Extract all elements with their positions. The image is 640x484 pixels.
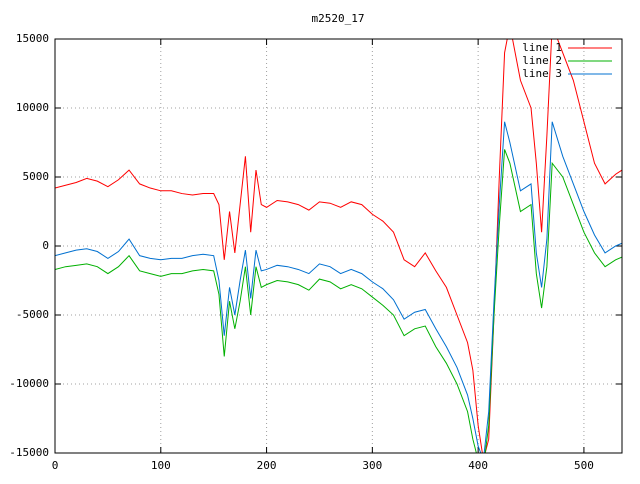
x-tick-label: 100 [151, 459, 171, 472]
x-tick-label: 400 [468, 459, 488, 472]
x-tick-label: 300 [362, 459, 382, 472]
series-line [55, 39, 622, 453]
series-line [55, 149, 622, 453]
y-tick-label: 5000 [23, 170, 50, 183]
x-tick-label: 0 [52, 459, 59, 472]
legend-label: line 1 [522, 41, 562, 54]
y-tick-label: -5000 [16, 308, 49, 321]
plot-lines [55, 39, 622, 453]
y-tick-label: -15000 [9, 446, 49, 459]
plot-frame [54, 38, 623, 454]
y-tick-label: 15000 [16, 32, 49, 45]
y-tick-label: 10000 [16, 101, 49, 114]
legend-label: line 3 [522, 67, 562, 80]
series-line [55, 121, 622, 453]
y-tick-label: 0 [42, 239, 49, 252]
x-tick-label: 200 [257, 459, 277, 472]
x-tick-label: 500 [574, 459, 594, 472]
chart-title: m2520_17 [312, 12, 365, 25]
legend-label: line 2 [522, 54, 562, 67]
y-tick-label: -10000 [9, 377, 49, 390]
